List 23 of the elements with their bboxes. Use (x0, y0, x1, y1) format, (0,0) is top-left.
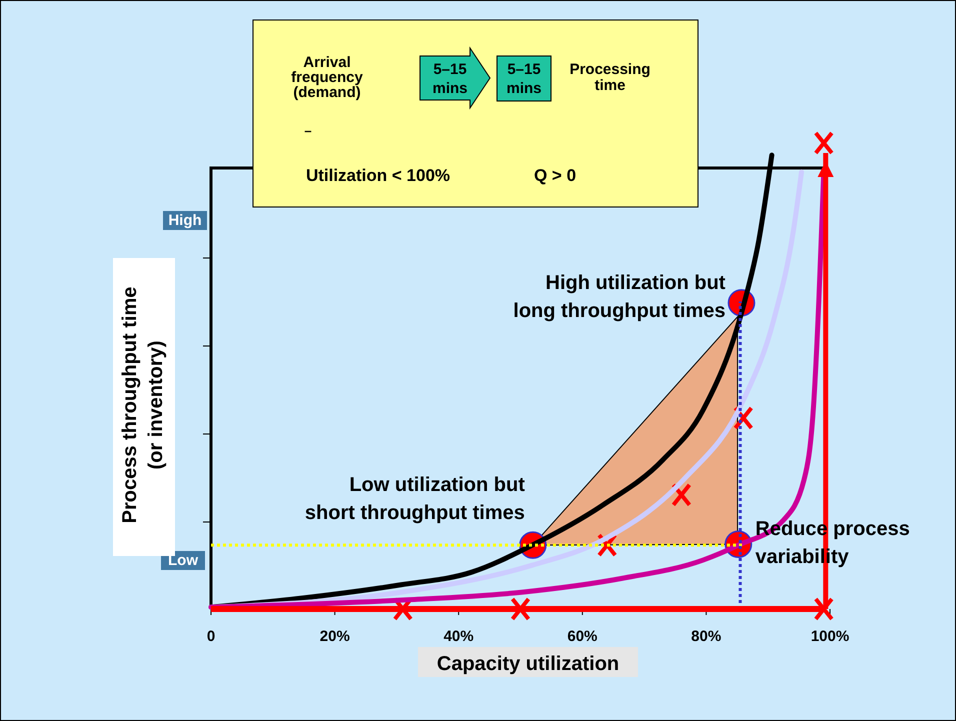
point (814, 131, 834, 155)
annotation: Utilization < 100% (306, 166, 450, 185)
annotation: Q > 0 (534, 166, 576, 185)
x-tick-label: 80% (691, 628, 722, 645)
annotation: Low utilization but short throughput times (304, 474, 526, 524)
text: Processing time (570, 61, 650, 94)
text: 5–15 mins (506, 61, 542, 97)
point (510, 597, 530, 621)
text: – (304, 123, 312, 138)
x-tick-label: 100% (810, 628, 850, 645)
x-axis-title: Capacity utilization (436, 653, 620, 675)
x-tick-label: 0 (206, 628, 216, 645)
text: 5–15 mins (432, 61, 468, 97)
x-tick-label: 20% (320, 628, 350, 645)
text: High (168, 212, 202, 229)
point (671, 482, 692, 507)
text: Low (168, 552, 198, 569)
x-tick-label: 60% (567, 628, 598, 645)
annotation: High utilization but long throughput times (513, 272, 726, 322)
y-axis-title: Process throughput time (or inventory) (119, 286, 167, 524)
point (814, 597, 834, 621)
text: Arrival frequency (demand) (291, 54, 364, 101)
x-tick-label: 40% (444, 628, 474, 645)
